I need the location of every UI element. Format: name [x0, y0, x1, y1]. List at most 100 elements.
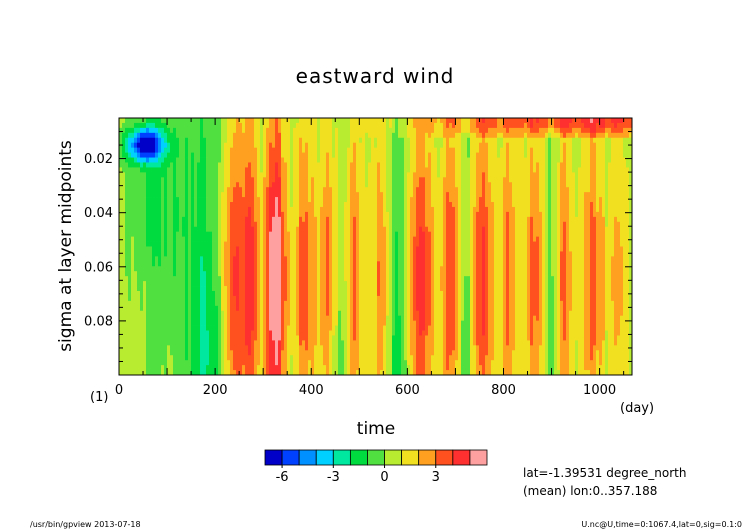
heatmap-cell	[389, 330, 393, 336]
heatmap-cell	[314, 152, 318, 158]
heatmap-cell	[239, 256, 243, 262]
heatmap-cell	[182, 281, 186, 287]
heatmap-cell	[404, 295, 408, 302]
heatmap-cell	[221, 226, 225, 233]
heatmap-cell	[317, 271, 321, 277]
heatmap-cell	[299, 182, 303, 188]
heatmap-cell	[371, 251, 375, 257]
heatmap-cell	[134, 216, 138, 223]
heatmap-cell	[143, 216, 147, 223]
heatmap-cell	[167, 231, 171, 238]
heatmap-cell	[224, 350, 228, 356]
heatmap-cell	[275, 152, 279, 158]
heatmap-cell	[185, 281, 189, 287]
heatmap-cell	[386, 137, 390, 144]
heatmap-cell	[221, 127, 225, 134]
heatmap-cell	[338, 197, 342, 203]
heatmap-cell	[320, 157, 324, 163]
heatmap-cell	[287, 370, 291, 375]
heatmap-cell	[194, 211, 198, 218]
heatmap-cell	[179, 315, 183, 322]
heatmap-cell	[206, 127, 210, 134]
heatmap-cell	[230, 202, 234, 208]
heatmap-cell	[152, 266, 156, 272]
heatmap-cell	[392, 340, 396, 346]
heatmap-cell	[338, 162, 342, 168]
heatmap-cell	[230, 211, 234, 218]
heatmap-cell	[197, 167, 201, 173]
heatmap-cell	[374, 118, 378, 124]
heatmap-cell	[239, 320, 243, 326]
heatmap-cell	[245, 295, 249, 302]
heatmap-cell	[266, 157, 270, 163]
heatmap-cell	[344, 261, 348, 267]
heatmap-cell	[179, 271, 183, 277]
heatmap-cell	[164, 251, 168, 257]
heatmap-cell	[203, 290, 207, 297]
heatmap-cell	[221, 216, 225, 223]
heatmap-cell	[356, 241, 360, 247]
heatmap-cell	[158, 251, 162, 257]
heatmap-cell	[302, 202, 306, 208]
heatmap-cell	[392, 300, 396, 307]
heatmap-cell	[239, 202, 243, 208]
heatmap-cell	[197, 157, 201, 163]
heatmap-cell	[254, 152, 258, 158]
heatmap-cell	[296, 177, 300, 183]
heatmap-cell	[353, 340, 357, 346]
heatmap-cell	[131, 216, 135, 223]
heatmap-cell	[224, 310, 228, 317]
heatmap-cell	[191, 290, 195, 297]
heatmap-cell	[251, 330, 255, 336]
heatmap-cell	[350, 177, 354, 183]
heatmap-cell	[227, 132, 231, 139]
heatmap-cell	[164, 355, 168, 361]
heatmap-cell	[395, 290, 399, 297]
heatmap-cell	[320, 350, 324, 356]
heatmap-cell	[278, 350, 282, 356]
heatmap-cell	[314, 147, 318, 153]
heatmap-cell	[320, 335, 324, 341]
heatmap-cell	[380, 261, 384, 267]
heatmap-cell	[170, 286, 174, 292]
heatmap-cell	[296, 305, 300, 312]
heatmap-cell	[254, 251, 258, 257]
heatmap-cell	[380, 335, 384, 341]
heatmap-cell	[404, 187, 408, 193]
heatmap-cell	[389, 187, 393, 193]
heatmap-cell	[131, 350, 135, 356]
heatmap-cell	[296, 370, 300, 375]
heatmap-cell	[158, 315, 162, 322]
heatmap-cell	[218, 350, 222, 356]
heatmap-cell	[329, 315, 333, 322]
heatmap-cell	[404, 211, 408, 218]
heatmap-cell	[125, 305, 129, 312]
heatmap-cell	[356, 192, 360, 198]
heatmap-cell	[227, 330, 231, 336]
heatmap-cell	[149, 261, 153, 267]
heatmap-cell	[299, 360, 303, 366]
heatmap-cell	[134, 236, 138, 242]
heatmap-cell	[257, 251, 261, 257]
heatmap-cell	[335, 295, 339, 302]
heatmap-cell	[209, 246, 213, 252]
heatmap-cell	[233, 281, 237, 287]
heatmap-cell	[188, 330, 192, 336]
heatmap-cell	[383, 137, 387, 144]
heatmap-cell	[383, 157, 387, 163]
heatmap-cell	[122, 300, 126, 307]
heatmap-cell	[299, 142, 303, 149]
heatmap-cell	[329, 162, 333, 168]
heatmap-cell	[278, 335, 282, 341]
heatmap-cell	[347, 300, 351, 307]
heatmap-cell	[305, 345, 309, 351]
heatmap-cell	[134, 246, 138, 252]
heatmap-cell	[338, 216, 342, 223]
heatmap-cell	[329, 330, 333, 336]
heatmap-cell	[248, 251, 252, 257]
heatmap-cell	[143, 137, 147, 144]
heatmap-cell	[383, 182, 387, 188]
heatmap-cell	[161, 152, 165, 158]
heatmap-cell	[320, 330, 324, 336]
heatmap-cell	[188, 271, 192, 277]
